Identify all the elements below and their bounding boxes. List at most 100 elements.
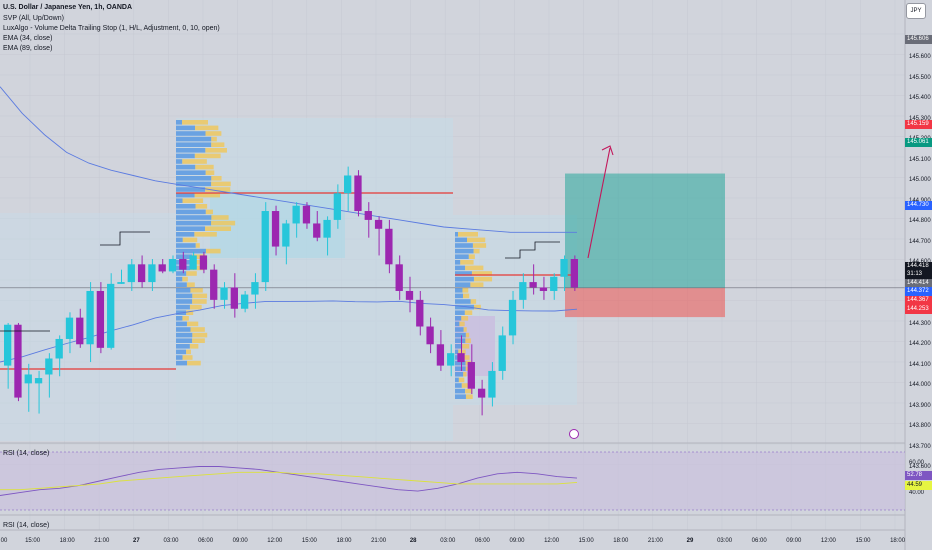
time-tick: 12:00 [820, 538, 836, 544]
volume-profile-bar [176, 304, 190, 310]
candle-body [117, 282, 125, 284]
time-tick: 18:00 [59, 538, 75, 544]
time-tick: 21:00 [94, 538, 110, 544]
candle-body [519, 282, 527, 300]
volume-profile-bar [211, 142, 225, 147]
stop-zone [565, 287, 725, 318]
candle-body [230, 287, 238, 309]
volume-profile-bar [455, 316, 462, 321]
volume-profile-bar [176, 226, 206, 231]
volume-profile-bar [182, 198, 204, 203]
legend-ema34[interactable]: EMA (34, close) [3, 35, 53, 42]
time-tick: 12:00 [544, 538, 560, 544]
rsi-tag: 44.59 [905, 481, 932, 490]
candle-body [344, 175, 352, 194]
volume-profile-bar [176, 170, 206, 175]
candle-body [416, 299, 424, 327]
price-axis[interactable]: 145.600145.500145.400145.300145.200145.1… [905, 0, 932, 530]
time-tick: 18:00 [336, 538, 352, 544]
rsi-tick: 60.00 [909, 460, 925, 466]
volume-profile-bar [176, 271, 187, 276]
time-tick: 06:00 [474, 538, 490, 544]
price-tick: 144.800 [909, 218, 931, 224]
volume-profile-bar [455, 377, 459, 383]
volume-profile-bar [462, 288, 469, 293]
volume-profile-bar [205, 131, 222, 136]
candle-body [210, 269, 218, 300]
volume-profile-bar [211, 136, 217, 142]
volume-profile-bar [467, 237, 486, 243]
time-tick: 03:00 [163, 538, 179, 544]
rsi-pane2-label[interactable]: RSI (14, close) [3, 522, 50, 529]
volume-profile-bar [186, 310, 194, 315]
candle-body [457, 353, 465, 363]
trailing-stop-line [100, 231, 150, 246]
price-tick: 145.000 [909, 177, 931, 183]
candle-body [96, 290, 105, 348]
volume-profile-bar [176, 215, 212, 220]
volume-profile-bar [176, 327, 191, 332]
currency-badge[interactable]: JPY [906, 3, 926, 19]
volume-profile-bar [192, 338, 205, 343]
volume-profile-bar [182, 237, 198, 243]
candle-body [240, 294, 249, 309]
volume-profile-bar [470, 299, 477, 304]
volume-profile-bar [192, 332, 208, 338]
volume-profile-bar [465, 388, 473, 394]
candle-body [570, 258, 578, 288]
time-tick: 03:00 [440, 538, 456, 544]
candle-body [127, 264, 135, 283]
legend-luxalgo[interactable]: LuxAlgo - Volume Delta Trailing Stop (1,… [3, 25, 220, 32]
volume-profile-bar [462, 344, 470, 349]
price-tick: 145.400 [909, 95, 931, 101]
candle-body [364, 211, 372, 220]
volume-profile-bar [176, 187, 206, 192]
ema-89-line [0, 86, 577, 233]
volume-profile-bar [190, 265, 204, 271]
candle-body [24, 374, 32, 384]
time-axis[interactable]: 00 15:00 18:00 21:00 27 03:00 06:00 09:00 12:00 1… [0, 530, 905, 550]
volume-profile-bar [176, 148, 206, 153]
volume-profile-bar [189, 344, 199, 349]
price-tag: 144.372 [905, 287, 932, 296]
price-tick: 145.600 [909, 54, 931, 60]
volume-profile-bar [189, 304, 202, 310]
volume-profile-bar [186, 282, 195, 287]
rsi-pane-label[interactable]: RSI (14, close) [3, 450, 50, 457]
candle-body [107, 283, 115, 348]
volume-profile-bar [195, 125, 219, 131]
chart-title[interactable]: U.S. Dollar / Japanese Yen, 1h, OANDA [3, 4, 133, 11]
candle-body [199, 255, 208, 270]
candle-body [179, 258, 187, 270]
volume-profile-bar [205, 226, 231, 231]
time-tick: 06:00 [751, 538, 767, 544]
volume-profile-bar [192, 260, 208, 265]
volume-profile-bar [455, 232, 458, 237]
volume-profile-bar [190, 327, 205, 332]
volume-profile-bar [176, 332, 193, 338]
volume-profile-bar [464, 310, 473, 315]
time-tick: 09:00 [786, 538, 802, 544]
candle-body [467, 362, 475, 389]
volume-profile-bar [455, 383, 462, 388]
volume-profile-bar [458, 232, 478, 237]
candle-body [354, 175, 362, 212]
volume-profile-bar [187, 360, 201, 366]
trailing-stop-line [505, 241, 560, 259]
legend-ema89[interactable]: EMA (89, close) [3, 45, 53, 52]
time-tick: 15:00 [578, 538, 594, 544]
volume-profile-bar [176, 136, 212, 142]
volume-profile-bar [176, 198, 183, 203]
price-tick: 145.300 [909, 115, 931, 122]
time-tick: 09:00 [232, 538, 248, 544]
candle-body [76, 317, 84, 345]
volume-profile-bar [192, 299, 207, 304]
volume-profile-bar [176, 181, 212, 187]
volume-profile-bar [176, 243, 196, 248]
volume-profile-bar [455, 304, 474, 310]
volume-profile-bar [205, 148, 227, 153]
legend-svp[interactable]: SVP (All, Up/Down) [3, 15, 64, 22]
svp-box [176, 118, 453, 441]
